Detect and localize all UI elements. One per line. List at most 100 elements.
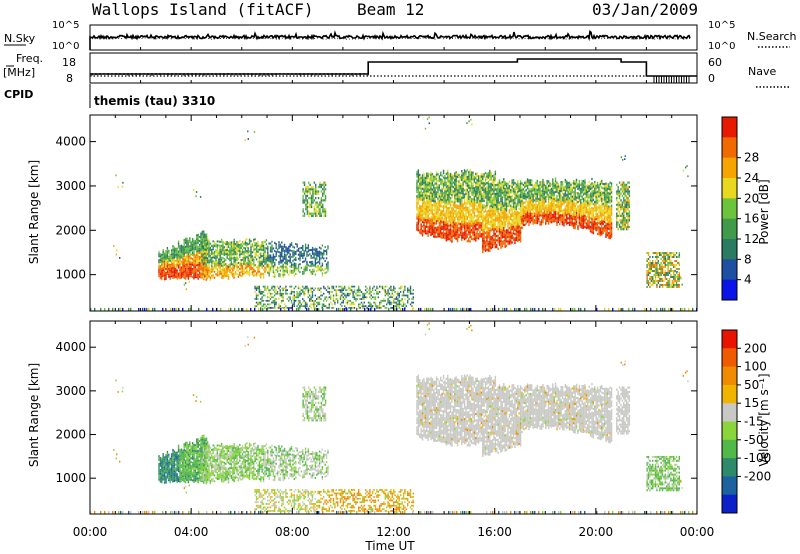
power-cell [271,287,273,290]
power-cell [297,296,300,299]
velocity-cell [344,497,346,500]
power-cell [420,196,422,199]
power-cell [201,265,203,268]
power-cell [268,260,270,263]
power-cell [163,254,166,257]
power-cell [279,275,282,278]
velocity-cell [209,474,212,477]
velocity-cell [237,479,240,482]
power-cell [423,226,425,229]
velocity-cell [408,492,410,495]
velocity-cell [292,499,294,502]
power-cell [309,289,311,292]
velocity-cell [310,474,312,477]
power-cell [218,244,220,247]
power-cell [172,270,174,273]
velocity-cell [402,508,405,511]
power-cell [206,277,209,280]
power-cell [183,250,185,253]
power-cell [250,254,252,257]
velocity-cell [237,461,240,464]
velocity-cell [316,452,318,455]
velocity-cell [186,477,188,479]
velocity-cell [213,466,216,469]
velocity-cell [295,489,297,491]
velocity-cell [323,453,325,456]
power-cell [201,234,204,237]
velocity-cell [272,469,275,472]
power-cell [416,221,418,225]
velocity-cell [292,469,294,472]
power-cell [182,245,184,248]
velocity-cell [387,503,389,505]
velocity-cell [201,446,204,449]
velocity-cell [318,454,321,457]
power-cell [311,268,314,271]
velocity-cell [166,462,169,465]
power-cell [215,261,217,264]
power-cell [304,259,307,262]
velocity-cell [173,480,176,482]
power-cell [200,260,202,263]
power-cell [233,258,235,261]
power-cell [358,285,360,288]
velocity-cell [271,450,273,453]
velocity-cell [184,445,187,448]
velocity-cell [391,499,393,502]
power-cell [168,271,170,274]
power-cell [421,234,424,237]
power-cell [419,207,421,210]
velocity-cell [196,446,198,449]
velocity-cell [253,476,255,479]
power-cell [202,259,205,262]
velocity-cell [323,506,325,509]
power-cell [229,265,231,268]
power-cell [332,298,335,300]
power-cell [229,249,231,252]
velocity-cell [200,479,202,482]
power-cell [265,247,268,250]
velocity-cell [180,448,183,451]
power-cell [230,241,233,244]
power-cell [285,289,287,292]
power-cell [253,272,255,275]
velocity-cell [194,446,197,449]
power-cell [169,255,171,258]
velocity-cell [419,435,421,438]
velocity-cell [420,418,422,422]
power-cell [342,287,344,290]
power-cell [407,294,409,297]
power-cell [183,262,185,265]
velocity-cell [272,473,275,476]
velocity-cell [379,506,381,509]
power-cell [201,275,203,278]
power-cell [206,269,209,272]
power-cell [194,270,197,273]
velocity-cell [281,465,283,468]
power-cell [163,276,166,279]
velocity-cell [306,450,308,453]
velocity-cell [318,460,321,463]
power-cell [316,256,318,259]
velocity-cell [223,477,226,480]
power-cell [359,298,361,300]
velocity-cell [324,463,326,466]
power-cell [240,268,242,271]
velocity-cell [258,450,261,453]
velocity-cell [281,471,283,474]
velocity-cell [206,441,209,444]
velocity-cell [241,478,244,481]
velocity-cell [158,478,160,481]
velocity-cell [216,444,219,447]
power-cell [412,289,414,292]
velocity-cell [216,477,219,480]
velocity-cell [198,477,201,480]
velocity-cell [183,448,185,451]
power-cell [248,274,251,277]
velocity-cell [255,496,258,498]
velocity-cell [161,473,163,476]
velocity-cell [282,475,284,478]
velocity-cell [335,497,337,500]
velocity-cell [198,469,201,472]
velocity-cell [183,443,185,446]
